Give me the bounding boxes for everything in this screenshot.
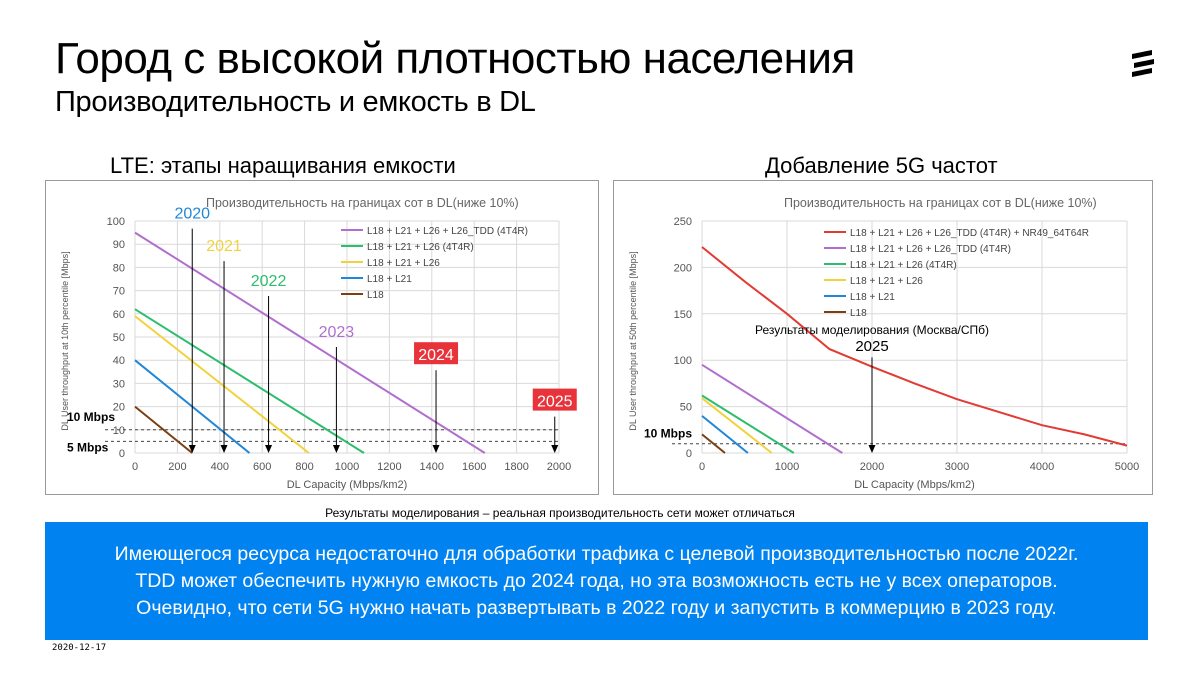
annotation-text: Результаты моделирования (Москва/СПб) xyxy=(755,323,989,337)
right-panel-heading: Добавление 5G частот xyxy=(765,153,998,178)
banner-line: TDD может обеспечить нужную емкость до 2… xyxy=(135,569,1058,592)
legend-label: L18 + L21 + L26 xyxy=(367,258,440,269)
annotation-text: 2025 xyxy=(855,338,888,355)
y-tick-label: 250 xyxy=(674,216,692,228)
series-line xyxy=(701,415,749,454)
annotation-box xyxy=(414,342,459,365)
series-line xyxy=(701,363,843,454)
5g-capacity-chart-svg: 0 1000 2000 3000 4000 5000 0 50 100 150 200 250 DL C… xyxy=(628,196,1139,491)
annotation-arrowhead xyxy=(220,445,228,453)
annotation-arrowhead xyxy=(332,445,340,453)
simulation-disclaimer: Результаты моделирования – реальная прои… xyxy=(325,506,795,520)
y-tick-label: 100 xyxy=(674,355,692,367)
left-panel-heading: LTE: этапы наращивания емкости xyxy=(110,153,456,178)
x-tick-label: 1800 xyxy=(504,461,528,473)
x-tick-label: 5000 xyxy=(1115,461,1139,473)
series-line xyxy=(701,433,726,454)
y-tick-label: 30 xyxy=(113,378,125,390)
y-axis-label: DL User throughput at 10th percentile [M… xyxy=(60,251,70,430)
y-tick-label: 200 xyxy=(674,262,692,274)
x-tick-label: 3000 xyxy=(945,461,969,473)
page-subtitle: Производительность и емкость в DL xyxy=(55,86,536,118)
legend-label: L18 xyxy=(850,308,867,319)
legend-label: L18 + L21 + L26 + L26_TDD (4T4R) xyxy=(367,226,528,237)
legend-label: L18 + L21 + L26 + L26_TDD (4T4R) xyxy=(850,244,1011,255)
y-tick-label: 90 xyxy=(113,239,125,251)
reference-line-label: 10 Mbps xyxy=(644,427,692,441)
x-tick-label: 2000 xyxy=(547,461,571,473)
annotation-box xyxy=(532,388,577,411)
x-tick-label: 4000 xyxy=(1030,461,1054,473)
y-tick-label: 60 xyxy=(113,309,125,321)
y-tick-label: 70 xyxy=(113,286,125,298)
lte-capacity-chart-svg: 0 200 400 600 800 1000 1200 1400 1600 1800 2000 0 10… xyxy=(60,196,577,491)
x-tick-label: 2000 xyxy=(860,461,884,473)
5g-capacity-chart: 0 1000 2000 3000 4000 5000 0 50 100 150 200 250 DL C… xyxy=(613,180,1153,495)
y-axis-label: DL User throughput at 50th percentile [M… xyxy=(628,251,638,430)
annotation-year: 2020 xyxy=(174,206,210,223)
y-tick-label: 50 xyxy=(113,332,125,344)
x-tick-label: 1000 xyxy=(335,461,359,473)
legend-label: L18 + L21 + L26 + L26_TDD (4T4R) + NR49_… xyxy=(850,228,1089,239)
y-tick-label: 80 xyxy=(113,262,125,274)
annotation-arrowhead xyxy=(432,445,440,453)
chart-title: Производительность на границах сот в DL(… xyxy=(206,196,519,210)
x-tick-label: 0 xyxy=(132,461,138,473)
banner-line: Имеющегося ресурса недостаточно для обра… xyxy=(114,542,1079,565)
slide-date: 2020-12-17 xyxy=(52,643,107,653)
annotation-year: 2025 xyxy=(537,394,573,411)
annotation-year: 2021 xyxy=(206,238,242,255)
ericsson-logo-icon xyxy=(1132,50,1154,77)
annotation-year: 2023 xyxy=(319,324,355,341)
x-tick-label: 1600 xyxy=(462,461,486,473)
series-line xyxy=(701,397,773,454)
legend-label: L18 + L21 + L26 xyxy=(850,276,923,287)
x-tick-label: 200 xyxy=(168,461,186,473)
legend-label: L18 + L21 + L26 (4T4R) xyxy=(367,242,474,253)
legend-label: L18 + L21 xyxy=(850,292,895,303)
x-tick-label: 1200 xyxy=(377,461,401,473)
reference-line-label: 10 Mbps xyxy=(67,410,115,424)
series-line xyxy=(701,394,795,454)
series-line xyxy=(701,246,1128,447)
legend-label: L18 xyxy=(367,290,384,301)
annotation-arrowhead xyxy=(551,445,559,453)
legend-label: L18 + L21 + L26 (4T4R) xyxy=(850,260,957,271)
conclusion-banner: Имеющегося ресурса недостаточно для обра… xyxy=(45,522,1148,640)
annotation-arrowhead xyxy=(868,445,876,453)
series-line xyxy=(134,308,365,454)
x-axis-label: DL Capacity (Mbps/km2) xyxy=(287,479,408,491)
banner-line: Очевидно, что сети 5G нужно начать разве… xyxy=(136,596,1057,619)
y-tick-label: 0 xyxy=(119,448,125,460)
y-tick-label: 150 xyxy=(674,309,692,321)
y-tick-label: 0 xyxy=(686,448,692,460)
annotation-year: 2022 xyxy=(251,273,287,290)
x-tick-label: 0 xyxy=(699,461,705,473)
series-line xyxy=(134,315,310,454)
chart-title: Производительность на границах сот в DL(… xyxy=(784,196,1097,210)
annotation-arrowhead xyxy=(188,445,196,453)
y-tick-label: 10 xyxy=(113,425,125,437)
annotation-arrowhead xyxy=(265,445,273,453)
y-tick-label: 40 xyxy=(113,355,125,367)
x-tick-label: 1400 xyxy=(420,461,444,473)
y-tick-label: 50 xyxy=(680,402,692,414)
series-line xyxy=(134,405,193,454)
x-axis-label: DL Capacity (Mbps/km2) xyxy=(854,479,975,491)
series-line xyxy=(134,231,486,454)
page-title: Город с высокой плотностью населения xyxy=(55,34,855,83)
reference-line-label: 5 Mbps xyxy=(67,440,109,454)
annotation-year: 2024 xyxy=(418,347,454,364)
legend-label: L18 + L21 xyxy=(367,274,412,285)
x-tick-label: 400 xyxy=(211,461,229,473)
lte-capacity-chart: 0 200 400 600 800 1000 1200 1400 1600 1800 2000 0 10… xyxy=(45,180,599,495)
y-tick-label: 100 xyxy=(107,216,125,228)
y-tick-label: 20 xyxy=(113,402,125,414)
x-tick-label: 800 xyxy=(295,461,313,473)
x-tick-label: 1000 xyxy=(775,461,799,473)
x-tick-label: 600 xyxy=(253,461,271,473)
